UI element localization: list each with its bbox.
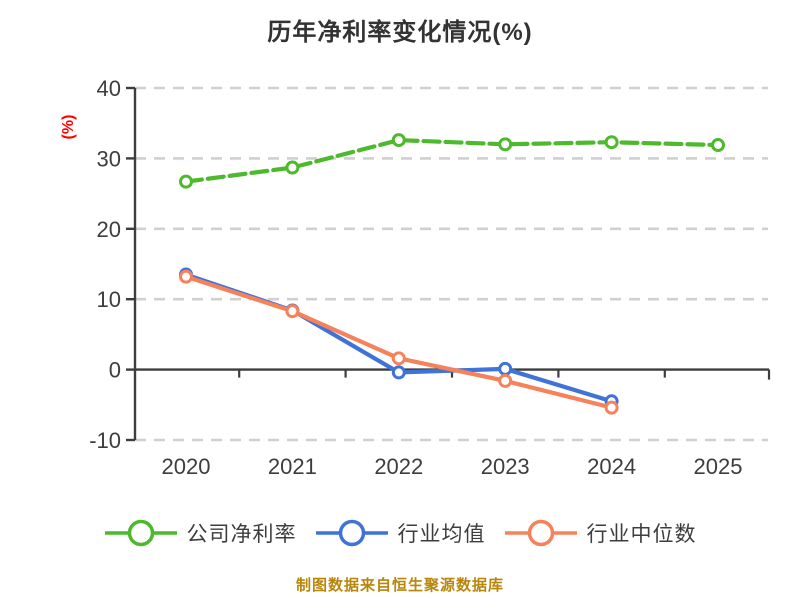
series-line-industry_avg xyxy=(183,272,614,404)
y-tick-label: 20 xyxy=(97,217,121,242)
legend-marker-industry-avg-icon xyxy=(315,519,388,547)
data-point-industry_median xyxy=(391,351,406,366)
data-point-company xyxy=(179,174,193,189)
y-tick-label: 0 xyxy=(109,358,121,383)
y-tick-label: 10 xyxy=(97,287,121,312)
legend-item-industry-median[interactable]: 行业中位数 xyxy=(504,518,697,548)
x-tick-label: 2021 xyxy=(268,454,317,479)
data-point-industry_avg xyxy=(391,365,406,380)
x-tick-label: 2022 xyxy=(374,454,423,479)
x-tick-label: 2025 xyxy=(694,454,743,479)
data-source-note: 制图数据来自恒生聚源数据库 xyxy=(295,577,504,594)
legend-label-industry-median: 行业中位数 xyxy=(586,523,697,546)
y-tick-label: 40 xyxy=(97,76,121,101)
legend-item-company[interactable]: 公司净利率 xyxy=(104,518,297,548)
legend-marker-company-icon xyxy=(104,519,177,547)
x-tick-label: 2024 xyxy=(587,454,636,479)
series-line-company xyxy=(183,137,721,184)
data-point-industry_avg xyxy=(498,361,513,376)
data-point-company xyxy=(498,137,513,152)
legend-label-company: 公司净利率 xyxy=(186,523,297,546)
legend-item-industry-avg[interactable]: 行业均值 xyxy=(315,518,486,548)
data-point-industry_median xyxy=(285,304,300,319)
x-tick-label: 2023 xyxy=(481,454,530,479)
legend-marker-industry-median-icon xyxy=(504,519,577,547)
legend: 公司净利率 行业均值 行业中位数 xyxy=(0,518,800,548)
legend-label-industry-avg: 行业均值 xyxy=(397,523,486,546)
y-tick-label: -10 xyxy=(89,428,121,453)
data-point-company xyxy=(604,135,619,150)
x-tick-label: 2020 xyxy=(162,454,211,479)
data-point-company xyxy=(711,138,725,153)
series-line-industry_median xyxy=(183,274,614,410)
chart-title: 历年净利率变化情况(%) xyxy=(267,19,533,46)
plot-area: 40 30 20 10 0 -10 2020 2021 2022 2023 2024 2025 xyxy=(89,76,771,479)
data-point-company xyxy=(285,160,300,175)
y-tick-label: 30 xyxy=(97,146,121,171)
data-point-industry_median xyxy=(179,269,193,284)
data-point-company xyxy=(391,133,406,148)
data-point-industry_median xyxy=(498,373,513,388)
data-point-industry_median xyxy=(604,400,619,415)
